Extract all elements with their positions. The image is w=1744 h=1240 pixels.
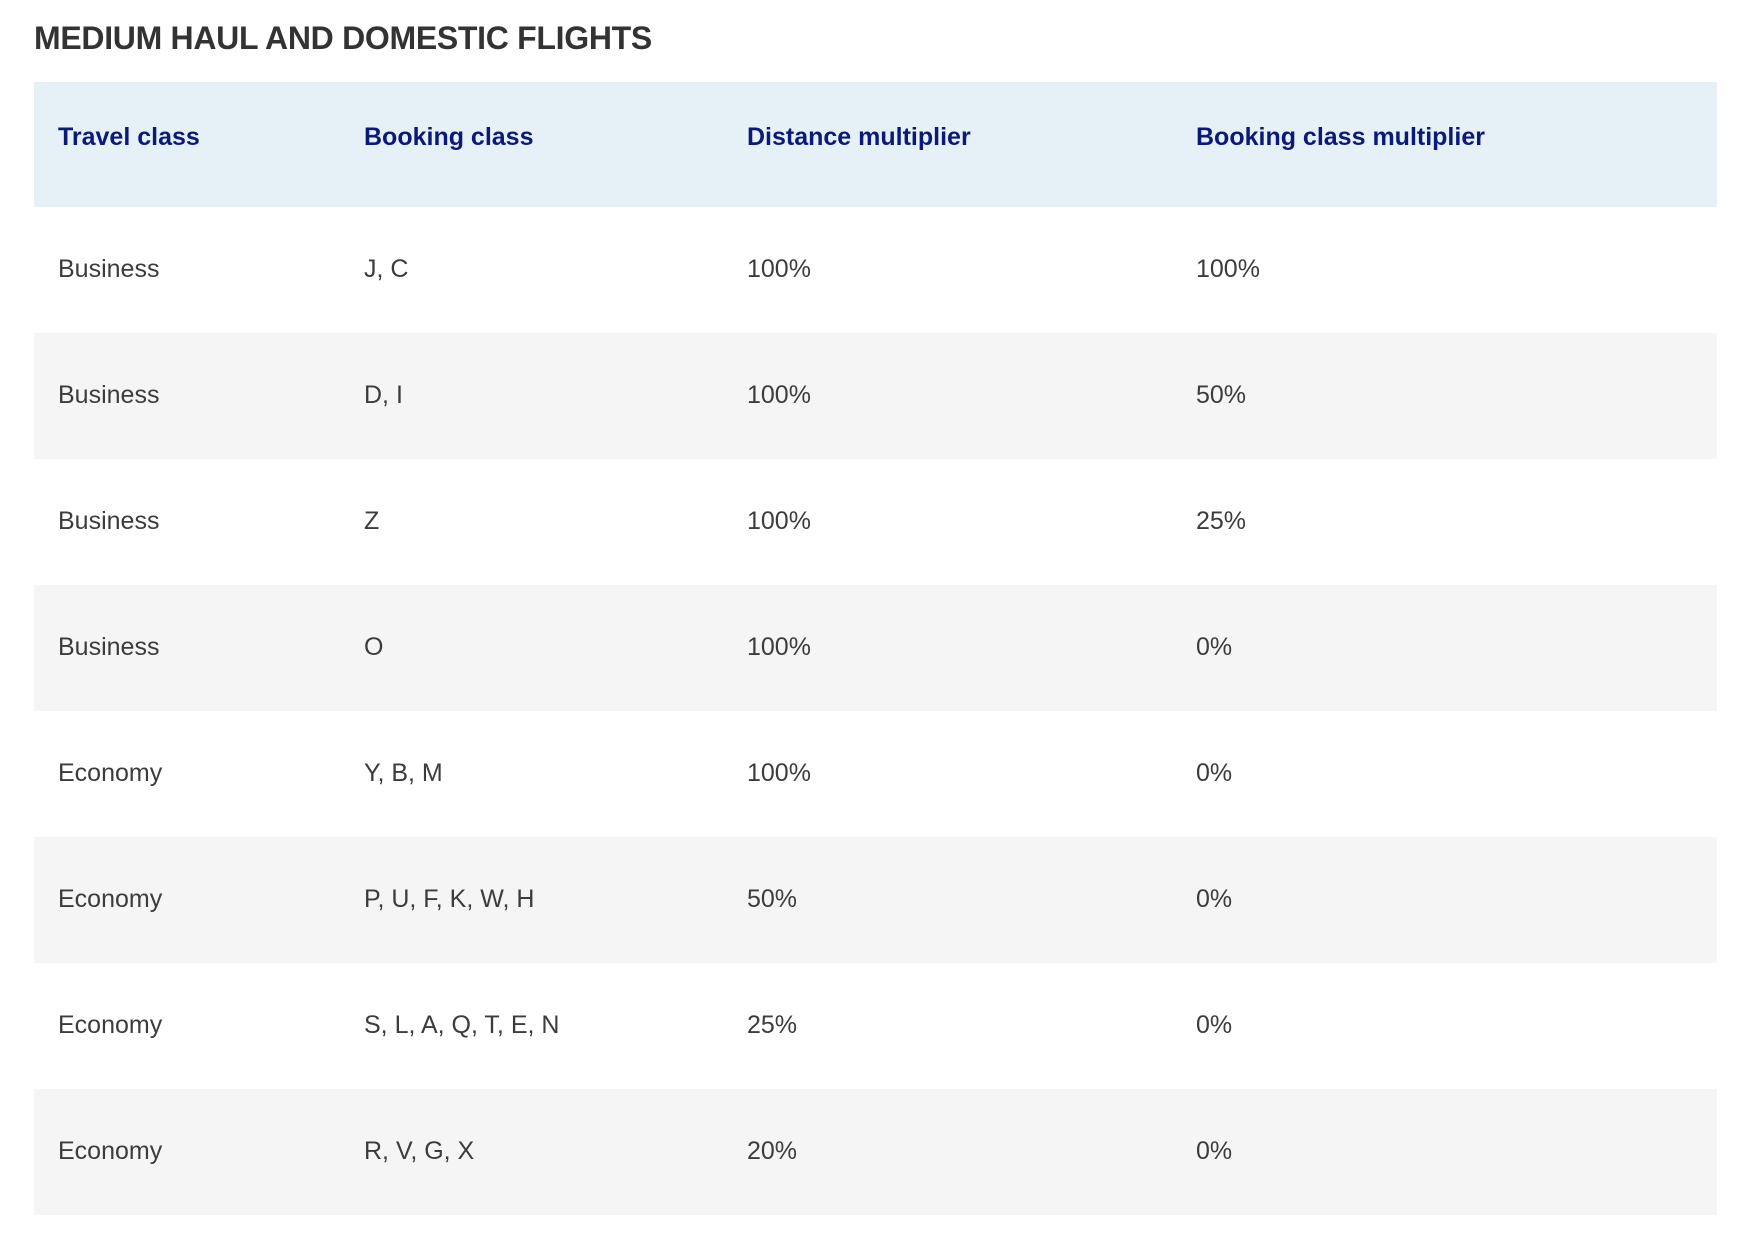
booking-class-multiplier-cell: 25% (1196, 506, 1247, 535)
table-body: Business J, C 100% 100% Business D, I 10… (34, 207, 1717, 1215)
travel-class-cell: Economy (58, 758, 163, 787)
section-title: MEDIUM HAUL AND DOMESTIC FLIGHTS (34, 20, 652, 56)
distance-multiplier-cell: 100% (747, 758, 811, 787)
column-header-booking-class-multiplier: Booking class multiplier (1196, 123, 1485, 151)
column-header-booking-class: Booking class (364, 123, 534, 151)
travel-class-cell: Business (58, 632, 160, 661)
table-header-row: Travel class Booking class Distance mult… (34, 82, 1717, 207)
distance-multiplier-cell: 20% (747, 1136, 798, 1165)
booking-class-cell: Z (364, 506, 380, 535)
booking-class-cell: S, L, A, Q, T, E, N (364, 1010, 560, 1039)
booking-class-cell: P, U, F, K, W, H (364, 884, 535, 913)
travel-class-cell: Economy (58, 1136, 163, 1165)
booking-class-cell: O (364, 632, 384, 661)
distance-multiplier-cell: 100% (747, 380, 811, 409)
booking-class-cell: J, C (364, 254, 409, 283)
table-header: Travel class Booking class Distance mult… (34, 82, 1717, 207)
booking-class-cell: D, I (364, 380, 403, 409)
fare-multiplier-table: Travel class Booking class Distance mult… (34, 82, 1717, 1215)
travel-class-cell: Business (58, 254, 160, 283)
booking-class-multiplier-cell: 0% (1196, 632, 1233, 661)
distance-multiplier-cell: 50% (747, 884, 798, 913)
distance-multiplier-cell: 100% (747, 254, 811, 283)
table-row: Business Z 100% 25% (34, 459, 1717, 585)
table-row: Business J, C 100% 100% (34, 207, 1717, 333)
distance-multiplier-cell: 25% (747, 1010, 798, 1039)
travel-class-cell: Business (58, 506, 160, 535)
column-header-travel-class: Travel class (58, 123, 200, 151)
booking-class-multiplier-cell: 100% (1196, 254, 1260, 283)
booking-class-multiplier-cell: 0% (1196, 758, 1233, 787)
distance-multiplier-cell: 100% (747, 506, 811, 535)
column-header-distance-multiplier: Distance multiplier (747, 123, 971, 151)
table-row: Business O 100% 0% (34, 585, 1717, 711)
booking-class-multiplier-cell: 0% (1196, 884, 1233, 913)
booking-class-multiplier-cell: 50% (1196, 380, 1247, 409)
booking-class-cell: Y, B, M (364, 758, 443, 787)
table-row: Business D, I 100% 50% (34, 333, 1717, 459)
table-row: Economy R, V, G, X 20% 0% (34, 1089, 1717, 1215)
booking-class-multiplier-cell: 0% (1196, 1010, 1233, 1039)
table-row: Economy S, L, A, Q, T, E, N 25% 0% (34, 963, 1717, 1089)
distance-multiplier-cell: 100% (747, 632, 811, 661)
travel-class-cell: Economy (58, 1010, 163, 1039)
table-row: Economy Y, B, M 100% 0% (34, 711, 1717, 837)
booking-class-multiplier-cell: 0% (1196, 1136, 1233, 1165)
travel-class-cell: Economy (58, 884, 163, 913)
table-row: Economy P, U, F, K, W, H 50% 0% (34, 837, 1717, 963)
booking-class-cell: R, V, G, X (364, 1136, 475, 1165)
travel-class-cell: Business (58, 380, 160, 409)
